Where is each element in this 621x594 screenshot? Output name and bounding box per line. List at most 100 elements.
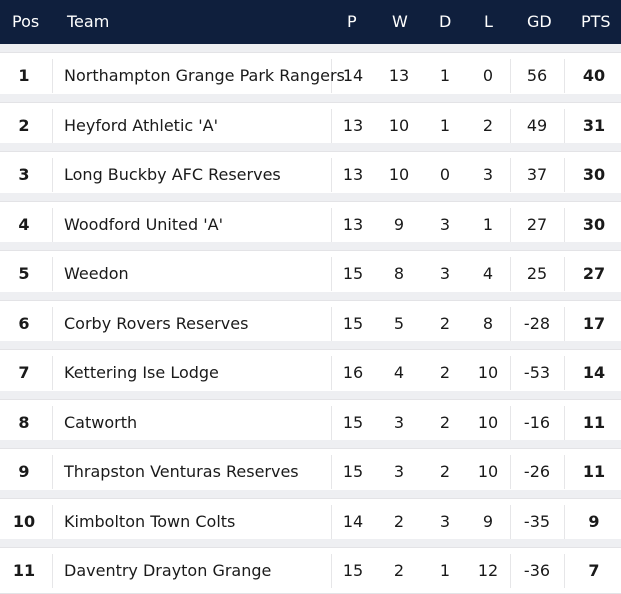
row-team-name: Kettering Ise Lodge	[64, 363, 219, 382]
row-drawn: 2	[439, 314, 451, 333]
row-goal-difference: 25	[526, 264, 548, 283]
column-header-pos[interactable]: Pos	[12, 12, 40, 31]
table-row[interactable]: 10 Kimbolton Town Colts 14 2 3 9 -35 9	[0, 498, 621, 545]
row-position: 6	[18, 314, 30, 333]
row-won: 8	[393, 264, 405, 283]
column-divider	[331, 257, 332, 291]
table-row[interactable]: 4 Woodford United 'A' 13 9 3 1 27 30	[0, 201, 621, 248]
column-header-pts[interactable]: PTS	[581, 12, 611, 31]
row-separator	[0, 193, 621, 201]
row-lost: 12	[477, 561, 499, 580]
row-lost: 3	[482, 165, 494, 184]
row-points: 11	[582, 413, 606, 432]
column-divider	[564, 257, 565, 291]
row-position: 2	[18, 116, 30, 135]
column-divider	[564, 158, 565, 192]
row-points: 27	[582, 264, 606, 283]
row-team-name: Thrapston Venturas Reserves	[64, 462, 299, 481]
row-played: 16	[342, 363, 364, 382]
row-won: 5	[393, 314, 405, 333]
column-divider	[331, 208, 332, 242]
table-row[interactable]: 9 Thrapston Venturas Reserves 15 3 2 10 -26 11	[0, 448, 621, 495]
column-header-gd[interactable]: GD	[527, 12, 552, 31]
row-played: 15	[342, 413, 364, 432]
table-row[interactable]: 1 Northampton Grange Park Rangers 14 13 1 0 56…	[0, 52, 621, 99]
column-header-l[interactable]: L	[484, 12, 493, 31]
row-goal-difference: 56	[526, 66, 548, 85]
column-header-p[interactable]: P	[347, 12, 357, 31]
column-divider	[52, 505, 53, 539]
row-position: 7	[18, 363, 30, 382]
column-divider	[510, 505, 511, 539]
column-divider	[510, 109, 511, 143]
row-goal-difference: -28	[523, 314, 551, 333]
row-separator	[0, 391, 621, 399]
row-separator	[0, 490, 621, 498]
row-team-name: Daventry Drayton Grange	[64, 561, 272, 580]
table-header: Pos Team P W D L GD PTS	[0, 0, 621, 44]
column-divider	[331, 59, 332, 93]
row-team-name: Corby Rovers Reserves	[64, 314, 249, 333]
row-team-name: Catworth	[64, 413, 138, 432]
row-points: 17	[582, 314, 606, 333]
table-row[interactable]: 2 Heyford Athletic 'A' 13 10 1 2 49 31	[0, 102, 621, 149]
column-divider	[510, 59, 511, 93]
row-played: 14	[342, 66, 364, 85]
row-lost: 10	[477, 413, 499, 432]
column-divider	[510, 307, 511, 341]
row-played: 15	[342, 314, 364, 333]
column-divider	[331, 356, 332, 390]
column-divider	[564, 356, 565, 390]
row-drawn: 3	[439, 215, 451, 234]
row-won: 13	[388, 66, 410, 85]
column-header-team[interactable]: Team	[67, 12, 110, 31]
row-played: 15	[342, 264, 364, 283]
row-goal-difference: -16	[523, 413, 551, 432]
column-header-w[interactable]: W	[392, 12, 408, 31]
row-position: 3	[18, 165, 30, 184]
row-drawn: 1	[439, 116, 451, 135]
row-position: 11	[12, 561, 36, 580]
row-won: 10	[388, 165, 410, 184]
column-header-d[interactable]: D	[439, 12, 452, 31]
row-position: 1	[18, 66, 30, 85]
row-position: 8	[18, 413, 30, 432]
row-separator	[0, 539, 621, 547]
row-played: 13	[342, 116, 364, 135]
table-row[interactable]: 8 Catworth 15 3 2 10 -16 11	[0, 399, 621, 446]
column-divider	[52, 554, 53, 588]
row-drawn: 1	[439, 561, 451, 580]
column-divider	[564, 109, 565, 143]
row-separator	[0, 143, 621, 151]
row-won: 4	[393, 363, 405, 382]
column-divider	[331, 158, 332, 192]
table-row[interactable]: 5 Weedon 15 8 3 4 25 27	[0, 250, 621, 297]
row-separator	[0, 341, 621, 349]
column-divider	[564, 455, 565, 489]
column-divider	[510, 406, 511, 440]
row-goal-difference: 49	[526, 116, 548, 135]
column-divider	[510, 158, 511, 192]
row-separator	[0, 94, 621, 102]
row-team-name: Weedon	[64, 264, 129, 283]
row-goal-difference: -35	[523, 512, 551, 531]
row-position: 4	[18, 215, 30, 234]
column-divider	[52, 455, 53, 489]
column-divider	[564, 307, 565, 341]
column-divider	[510, 554, 511, 588]
row-separator	[0, 44, 621, 52]
table-row[interactable]: 7 Kettering Ise Lodge 16 4 2 10 -53 14	[0, 349, 621, 396]
row-lost: 8	[482, 314, 494, 333]
column-divider	[510, 455, 511, 489]
row-points: 31	[582, 116, 606, 135]
row-points: 30	[582, 215, 606, 234]
row-lost: 10	[477, 363, 499, 382]
table-row[interactable]: 3 Long Buckby AFC Reserves 13 10 0 3 37 30	[0, 151, 621, 198]
row-lost: 10	[477, 462, 499, 481]
table-row[interactable]: 11 Daventry Drayton Grange 15 2 1 12 -36 7	[0, 547, 621, 594]
column-divider	[510, 356, 511, 390]
row-played: 13	[342, 215, 364, 234]
table-row[interactable]: 6 Corby Rovers Reserves 15 5 2 8 -28 17	[0, 300, 621, 347]
column-divider	[564, 554, 565, 588]
row-team-name: Kimbolton Town Colts	[64, 512, 236, 531]
